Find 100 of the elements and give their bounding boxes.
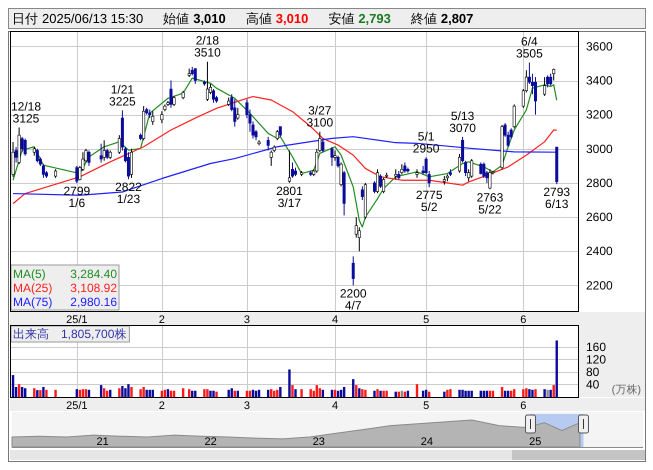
candlestick xyxy=(14,146,18,163)
x-tick-label: 22 xyxy=(204,436,217,448)
x-tick-label: 4 xyxy=(332,314,338,326)
candlestick xyxy=(288,150,291,184)
bar xyxy=(121,386,124,397)
text: 終値 xyxy=(410,11,437,26)
candlestick xyxy=(20,136,24,153)
x-tick-label: 3 xyxy=(244,314,250,326)
text: 3,010 xyxy=(276,11,308,26)
bar xyxy=(273,390,276,397)
bar xyxy=(182,388,184,397)
bar xyxy=(352,379,354,397)
x-tick-label: 24 xyxy=(420,436,433,448)
candlestick xyxy=(546,74,550,88)
candlestick xyxy=(400,164,404,175)
bar xyxy=(467,390,470,397)
candlestick xyxy=(534,76,537,116)
candlestick xyxy=(236,107,240,120)
bar xyxy=(400,390,404,397)
x-tick-label: 5 xyxy=(423,400,430,412)
bar xyxy=(556,340,558,397)
candlestick xyxy=(470,158,474,178)
bar xyxy=(100,385,102,397)
annotation: 12/18 3125 xyxy=(10,99,42,126)
y-axis-title: (万株) xyxy=(612,383,641,396)
text: 3,010 xyxy=(193,11,226,26)
bar xyxy=(258,390,260,397)
bar xyxy=(203,389,206,397)
bar xyxy=(124,388,127,397)
bar xyxy=(488,390,492,397)
candlestick xyxy=(266,136,270,152)
bar xyxy=(382,390,385,397)
bar xyxy=(191,390,194,397)
bar xyxy=(20,386,24,397)
candlestick xyxy=(543,76,546,96)
candlestick xyxy=(488,168,492,190)
bar xyxy=(39,390,42,397)
bar xyxy=(145,390,148,397)
y-tick-label: 3000 xyxy=(586,142,614,156)
x-tick-label: 2 xyxy=(158,314,165,326)
y-tick-label: 120 xyxy=(586,352,606,366)
text: MA(25) xyxy=(13,281,52,295)
y-tick-label: 2800 xyxy=(586,176,614,190)
bar xyxy=(236,390,240,397)
candlestick xyxy=(403,162,406,174)
bar xyxy=(355,385,358,397)
y-tick-label: 160 xyxy=(586,340,606,354)
candlestick xyxy=(118,134,121,154)
candlestick xyxy=(24,138,27,156)
bar xyxy=(33,388,36,397)
annotation: 6/4 3505 xyxy=(516,34,544,61)
bar xyxy=(54,390,57,397)
bar xyxy=(76,389,78,397)
text: 始値 xyxy=(163,11,190,26)
bar xyxy=(82,389,84,397)
bar xyxy=(36,390,39,397)
bar xyxy=(288,369,291,397)
annotation: 2200 4/7 xyxy=(340,286,367,312)
candlestick xyxy=(336,155,340,168)
bar xyxy=(148,390,151,397)
y-tick-label: 2200 xyxy=(586,278,614,292)
annotation: 2775 5/2 xyxy=(416,188,443,214)
bar xyxy=(358,388,361,397)
candlestick xyxy=(151,110,154,126)
candlestick xyxy=(36,148,39,163)
candlestick xyxy=(458,153,462,174)
candlestick xyxy=(130,148,133,178)
bar xyxy=(470,390,473,397)
bar xyxy=(342,386,346,397)
bar xyxy=(139,389,142,397)
x-tick-label: 23 xyxy=(312,436,325,448)
annotation: 5/1 2950 xyxy=(412,129,440,156)
candlestick xyxy=(549,73,552,86)
bar xyxy=(379,390,382,397)
bar xyxy=(266,390,270,397)
bar xyxy=(364,390,367,397)
bar xyxy=(310,389,312,397)
candlestick xyxy=(382,177,386,194)
candlestick xyxy=(278,126,282,138)
bar xyxy=(385,390,388,397)
annotation: 2,980.16 xyxy=(70,295,118,309)
bar xyxy=(480,390,482,397)
bar xyxy=(394,392,397,397)
candlestick xyxy=(212,88,216,104)
bar xyxy=(510,390,512,397)
annotation: 2793 6/13 xyxy=(543,185,570,212)
bar xyxy=(24,388,26,397)
bar xyxy=(152,390,154,397)
candlestick xyxy=(102,140,106,162)
bar xyxy=(194,390,196,397)
annotation: 2801 3/17 xyxy=(276,184,304,210)
bar xyxy=(543,389,546,397)
text: 2025/06/13 15:30 xyxy=(42,11,144,26)
annotation: 2/18 3510 xyxy=(194,34,222,60)
candlestick xyxy=(87,150,90,166)
bar xyxy=(486,390,488,397)
y-tick-label: 2400 xyxy=(586,244,614,258)
bar xyxy=(230,388,233,397)
bar xyxy=(404,392,406,397)
candlestick xyxy=(360,186,364,201)
